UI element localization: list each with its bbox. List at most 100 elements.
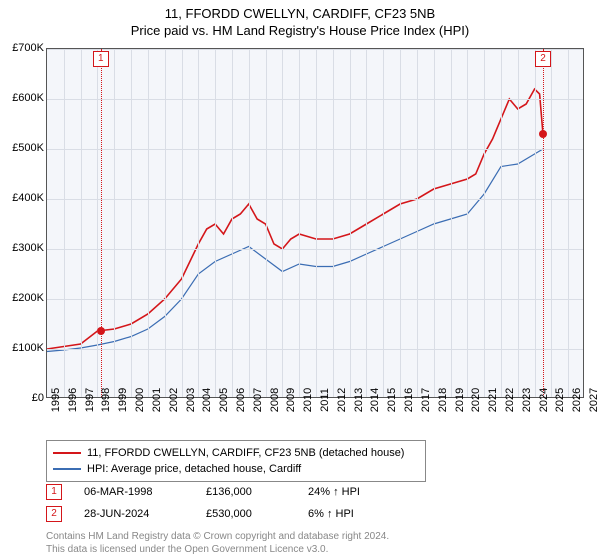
event-hpi: 24% ↑ HPI [308, 486, 360, 498]
gridline-vertical [299, 49, 300, 397]
legend-label: 11, FFORDD CWELLYN, CARDIFF, CF23 5NB (d… [87, 445, 404, 461]
event-date: 28-JUN-2024 [84, 508, 184, 520]
y-axis-label: £600K [12, 92, 44, 104]
x-axis-label: 2009 [285, 388, 297, 412]
event-marker-flag: 1 [93, 51, 109, 67]
gridline-vertical [350, 49, 351, 397]
gridline-vertical [451, 49, 452, 397]
y-axis-label: £0 [32, 392, 44, 404]
x-axis-label: 2013 [353, 388, 365, 412]
x-axis-label: 2008 [269, 388, 281, 412]
x-axis-label: 2002 [168, 388, 180, 412]
x-axis-label: 2015 [386, 388, 398, 412]
x-axis-label: 2023 [521, 388, 533, 412]
x-axis-label: 2016 [403, 388, 415, 412]
x-axis-label: 2017 [420, 388, 432, 412]
x-axis-label: 2011 [319, 388, 331, 412]
event-marker-flag: 2 [535, 51, 551, 67]
gridline-vertical [198, 49, 199, 397]
gridline-vertical [182, 49, 183, 397]
attribution-line: This data is licensed under the Open Gov… [46, 543, 389, 556]
gridline-vertical [417, 49, 418, 397]
event-marker-box: 1 [46, 484, 62, 500]
y-axis-label: £100K [12, 342, 44, 354]
event-price: £136,000 [206, 486, 286, 498]
y-axis-label: £200K [12, 292, 44, 304]
event-marker-dot [539, 130, 547, 138]
gridline-vertical [282, 49, 283, 397]
gridline-horizontal [47, 49, 583, 50]
x-axis-label: 1996 [67, 388, 79, 412]
x-axis-label: 2004 [201, 388, 213, 412]
event-marker-box: 2 [46, 506, 62, 522]
x-axis-label: 1999 [117, 388, 129, 412]
gridline-vertical [484, 49, 485, 397]
chart-title-block: 11, FFORDD CWELLYN, CARDIFF, CF23 5NB Pr… [0, 0, 600, 38]
x-axis-label: 2018 [437, 388, 449, 412]
gridline-vertical [266, 49, 267, 397]
event-hpi: 6% ↑ HPI [308, 508, 354, 520]
x-axis-label: 2000 [134, 388, 146, 412]
gridline-vertical [551, 49, 552, 397]
x-axis-label: 2026 [571, 388, 583, 412]
event-row: 1 06-MAR-1998 £136,000 24% ↑ HPI [46, 484, 360, 500]
x-axis-label: 2022 [504, 388, 516, 412]
x-axis-label: 2006 [235, 388, 247, 412]
x-axis-label: 2005 [218, 388, 230, 412]
gridline-vertical [64, 49, 65, 397]
x-axis-label: 2001 [151, 388, 163, 412]
chart-title-address: 11, FFORDD CWELLYN, CARDIFF, CF23 5NB [0, 6, 600, 21]
gridline-vertical [535, 49, 536, 397]
y-axis-label: £300K [12, 242, 44, 254]
y-axis-label: £700K [12, 42, 44, 54]
legend: 11, FFORDD CWELLYN, CARDIFF, CF23 5NB (d… [46, 440, 426, 482]
gridline-vertical [165, 49, 166, 397]
legend-swatch [53, 468, 81, 470]
series-line [47, 89, 543, 349]
gridline-vertical [400, 49, 401, 397]
y-axis-label: £400K [12, 192, 44, 204]
gridline-vertical [383, 49, 384, 397]
gridline-vertical [366, 49, 367, 397]
event-marker-line [101, 49, 102, 397]
attribution: Contains HM Land Registry data © Crown c… [46, 530, 389, 556]
gridline-vertical [249, 49, 250, 397]
x-axis-label: 1997 [84, 388, 96, 412]
chart-plot-area: 12 [46, 48, 584, 398]
gridline-vertical [568, 49, 569, 397]
events-table: 1 06-MAR-1998 £136,000 24% ↑ HPI 2 28-JU… [46, 484, 360, 528]
gridline-horizontal [47, 149, 583, 150]
gridline-vertical [501, 49, 502, 397]
legend-label: HPI: Average price, detached house, Card… [87, 461, 301, 477]
gridline-vertical [131, 49, 132, 397]
x-axis-label: 1995 [50, 388, 62, 412]
event-marker-dot [97, 327, 105, 335]
gridline-horizontal [47, 99, 583, 100]
x-axis-label: 1998 [100, 388, 112, 412]
x-axis-label: 2014 [369, 388, 381, 412]
event-marker-line [543, 49, 544, 397]
gridline-vertical [148, 49, 149, 397]
gridline-vertical [81, 49, 82, 397]
gridline-horizontal [47, 349, 583, 350]
gridline-vertical [97, 49, 98, 397]
gridline-horizontal [47, 199, 583, 200]
legend-item: 11, FFORDD CWELLYN, CARDIFF, CF23 5NB (d… [53, 445, 419, 461]
x-axis-label: 2019 [454, 388, 466, 412]
gridline-horizontal [47, 249, 583, 250]
gridline-vertical [434, 49, 435, 397]
x-axis-label: 2027 [588, 388, 600, 412]
x-axis-label: 2010 [302, 388, 314, 412]
event-price: £530,000 [206, 508, 286, 520]
gridline-vertical [232, 49, 233, 397]
x-axis-label: 2003 [185, 388, 197, 412]
gridline-vertical [518, 49, 519, 397]
legend-item: HPI: Average price, detached house, Card… [53, 461, 419, 477]
x-axis-label: 2021 [487, 388, 499, 412]
x-axis-label: 2020 [470, 388, 482, 412]
x-axis-label: 2007 [252, 388, 264, 412]
x-axis-label: 2025 [554, 388, 566, 412]
chart-svg [47, 49, 583, 397]
event-date: 06-MAR-1998 [84, 486, 184, 498]
gridline-horizontal [47, 299, 583, 300]
